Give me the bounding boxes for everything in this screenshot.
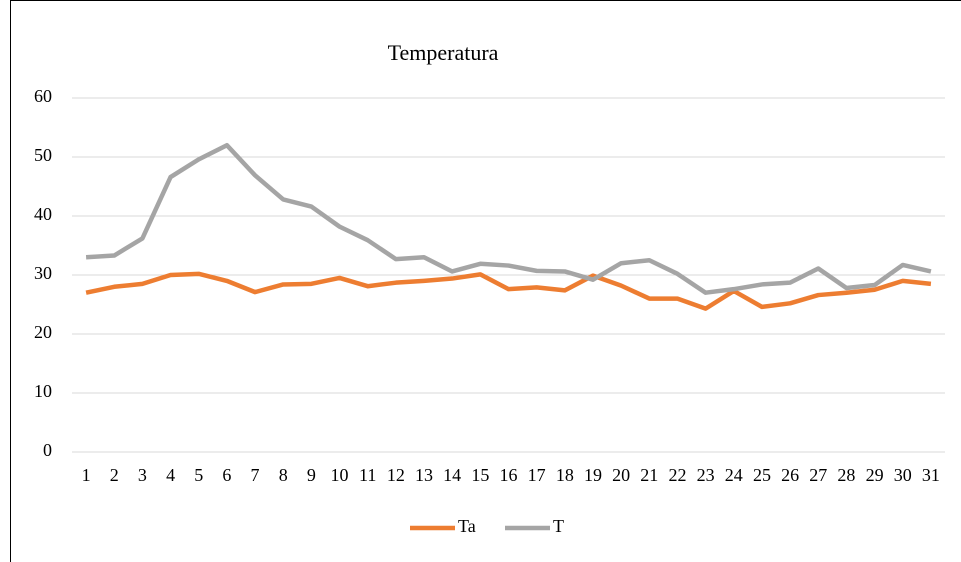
x-tick-label: 14	[443, 465, 461, 485]
y-tick-label: 30	[34, 263, 52, 283]
x-tick-label: 20	[612, 465, 630, 485]
x-tick-label: 16	[500, 465, 518, 485]
x-tick-label: 5	[194, 465, 203, 485]
x-tick-label: 27	[809, 465, 827, 485]
legend-label: Ta	[458, 516, 476, 536]
y-tick-label: 40	[34, 204, 52, 224]
x-tick-label: 13	[415, 465, 433, 485]
x-tick-label: 21	[640, 465, 658, 485]
y-tick-label: 50	[34, 145, 52, 165]
y-tick-label: 0	[43, 440, 52, 460]
series-line	[85, 142, 932, 295]
x-tick-label: 1	[82, 465, 91, 485]
x-tick-label: 6	[222, 465, 231, 485]
x-tick-label: 9	[307, 465, 316, 485]
y-tick-label: 60	[34, 86, 52, 106]
x-tick-label: 29	[866, 465, 884, 485]
legend-label: T	[553, 516, 564, 536]
x-tick-label: 22	[668, 465, 686, 485]
x-tick-label: 25	[753, 465, 771, 485]
chart-title: Temperatura	[388, 40, 499, 65]
chart-border	[10, 0, 961, 562]
x-tick-label: 8	[279, 465, 288, 485]
x-tick-label: 7	[251, 465, 260, 485]
x-tick-label: 26	[781, 465, 799, 485]
x-tick-label: 12	[387, 465, 405, 485]
x-tick-label: 10	[331, 465, 349, 485]
series-line	[85, 271, 932, 311]
x-tick-label: 11	[359, 465, 376, 485]
y-tick-label: 10	[34, 381, 52, 401]
x-tick-label: 4	[166, 465, 175, 485]
x-tick-label: 23	[697, 465, 715, 485]
y-tick-label: 20	[34, 322, 52, 342]
x-tick-label: 2	[110, 465, 119, 485]
x-tick-label: 30	[894, 465, 912, 485]
x-tick-label: 31	[922, 465, 940, 485]
x-tick-label: 15	[471, 465, 489, 485]
x-tick-label: 3	[138, 465, 147, 485]
x-tick-label: 28	[837, 465, 855, 485]
x-tick-label: 17	[528, 465, 546, 485]
x-tick-label: 24	[725, 465, 743, 485]
x-tick-label: 18	[556, 465, 574, 485]
x-tick-label: 19	[584, 465, 602, 485]
